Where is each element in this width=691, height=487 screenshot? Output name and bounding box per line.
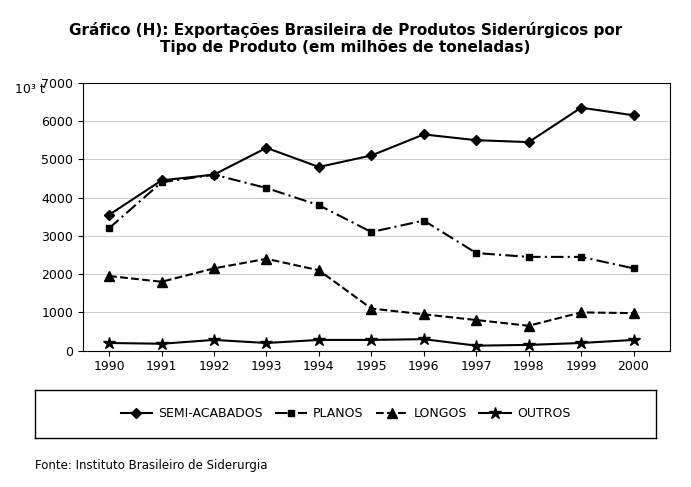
Text: Fonte: Instituto Brasileiro de Siderurgia: Fonte: Instituto Brasileiro de Siderurgi…: [35, 459, 267, 472]
Legend: SEMI-ACABADOS, PLANOS, LONGOS, OUTROS: SEMI-ACABADOS, PLANOS, LONGOS, OUTROS: [116, 402, 575, 426]
Text: Gráfico (H): Exportações Brasileira de Produtos Siderúrgicos por
Tipo de Produto: Gráfico (H): Exportações Brasileira de P…: [69, 22, 622, 56]
Y-axis label: 10³ t: 10³ t: [15, 83, 45, 96]
